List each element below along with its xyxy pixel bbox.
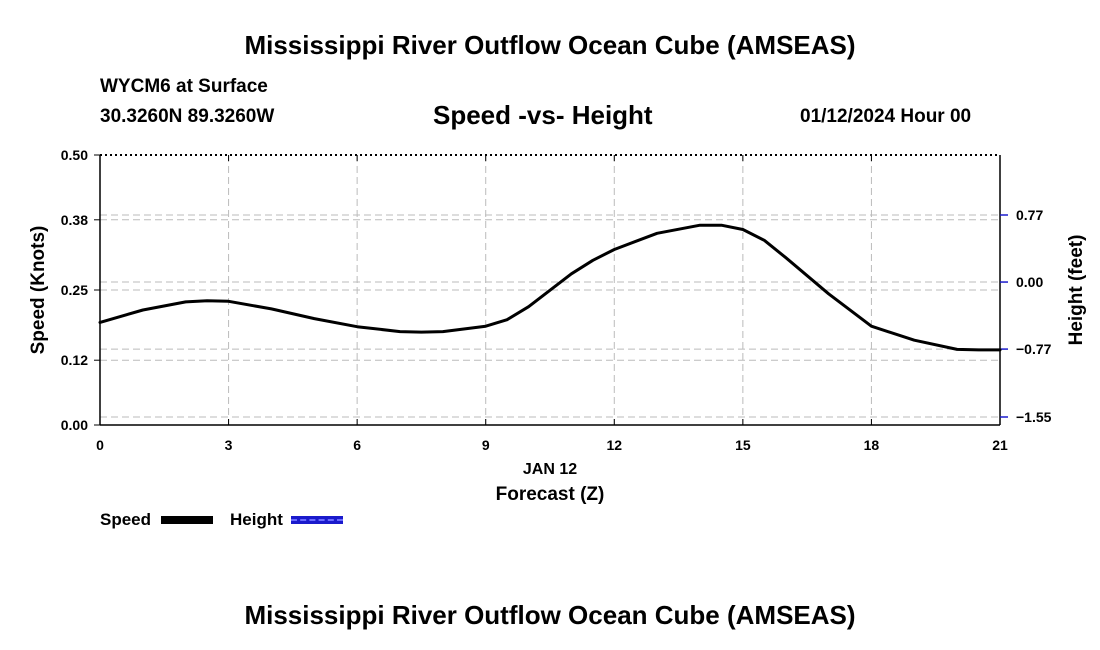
x-tick-label: 9 xyxy=(482,437,490,453)
legend-height-swatch xyxy=(291,516,343,524)
x-tick-label: 15 xyxy=(735,437,751,453)
x-tick-label: 0 xyxy=(96,437,104,453)
legend-speed-swatch xyxy=(161,516,213,524)
y2-tick-label: −0.77 xyxy=(1016,341,1052,357)
station-label: WYCM6 at Surface xyxy=(100,76,268,97)
legend-speed-label: Speed xyxy=(100,510,152,529)
y-axis-label: Speed (Knots) xyxy=(28,226,49,355)
y-tick-label: 0.12 xyxy=(61,352,88,368)
series-line-speed xyxy=(98,223,1002,352)
chart-ticks: 0 3 6 9 12 15 18 21 0.00 0.12 0.25 0.38 0.50 −1.55 −0.… xyxy=(61,147,1052,453)
y2-tick-label: −1.55 xyxy=(1016,409,1052,425)
y-tick-label: 0.00 xyxy=(61,417,88,433)
y2-tick-label: 0.00 xyxy=(1016,274,1043,290)
x-tick-label: 12 xyxy=(606,437,622,453)
chart-subtitle: Speed -vs- Height xyxy=(433,100,653,130)
x-tick-label: 6 xyxy=(353,437,361,453)
chart-axes xyxy=(99,154,1001,426)
y2-tick-label: 0.77 xyxy=(1016,207,1043,223)
y2-axis-label: Height (feet) xyxy=(1066,235,1087,346)
location-label: 30.3260N 89.3260W xyxy=(100,106,275,127)
forecast-datetime: 01/12/2024 Hour 00 xyxy=(800,106,972,127)
chart-title: Mississippi River Outflow Ocean Cube (AM… xyxy=(244,30,856,60)
chart-grid xyxy=(100,155,1000,425)
y-tick-label: 0.25 xyxy=(61,282,88,298)
x-tick-label: 18 xyxy=(864,437,880,453)
x-tick-label: 21 xyxy=(992,437,1008,453)
y-tick-label: 0.50 xyxy=(61,147,88,163)
speed-height-chart: 0 3 6 9 12 15 18 21 0.00 0.12 0.25 0.38 0.50 −1.55 −0.… xyxy=(28,147,1087,505)
legend-height-label: Height xyxy=(230,510,283,529)
chart-series xyxy=(98,223,1002,352)
x-axis-label: Forecast (Z) xyxy=(496,484,605,505)
x-tick-label: 3 xyxy=(225,437,233,453)
footer-title: Mississippi River Outflow Ocean Cube (AM… xyxy=(244,600,856,630)
x-axis-date-label: JAN 12 xyxy=(523,461,577,478)
y-tick-label: 0.38 xyxy=(61,212,88,228)
